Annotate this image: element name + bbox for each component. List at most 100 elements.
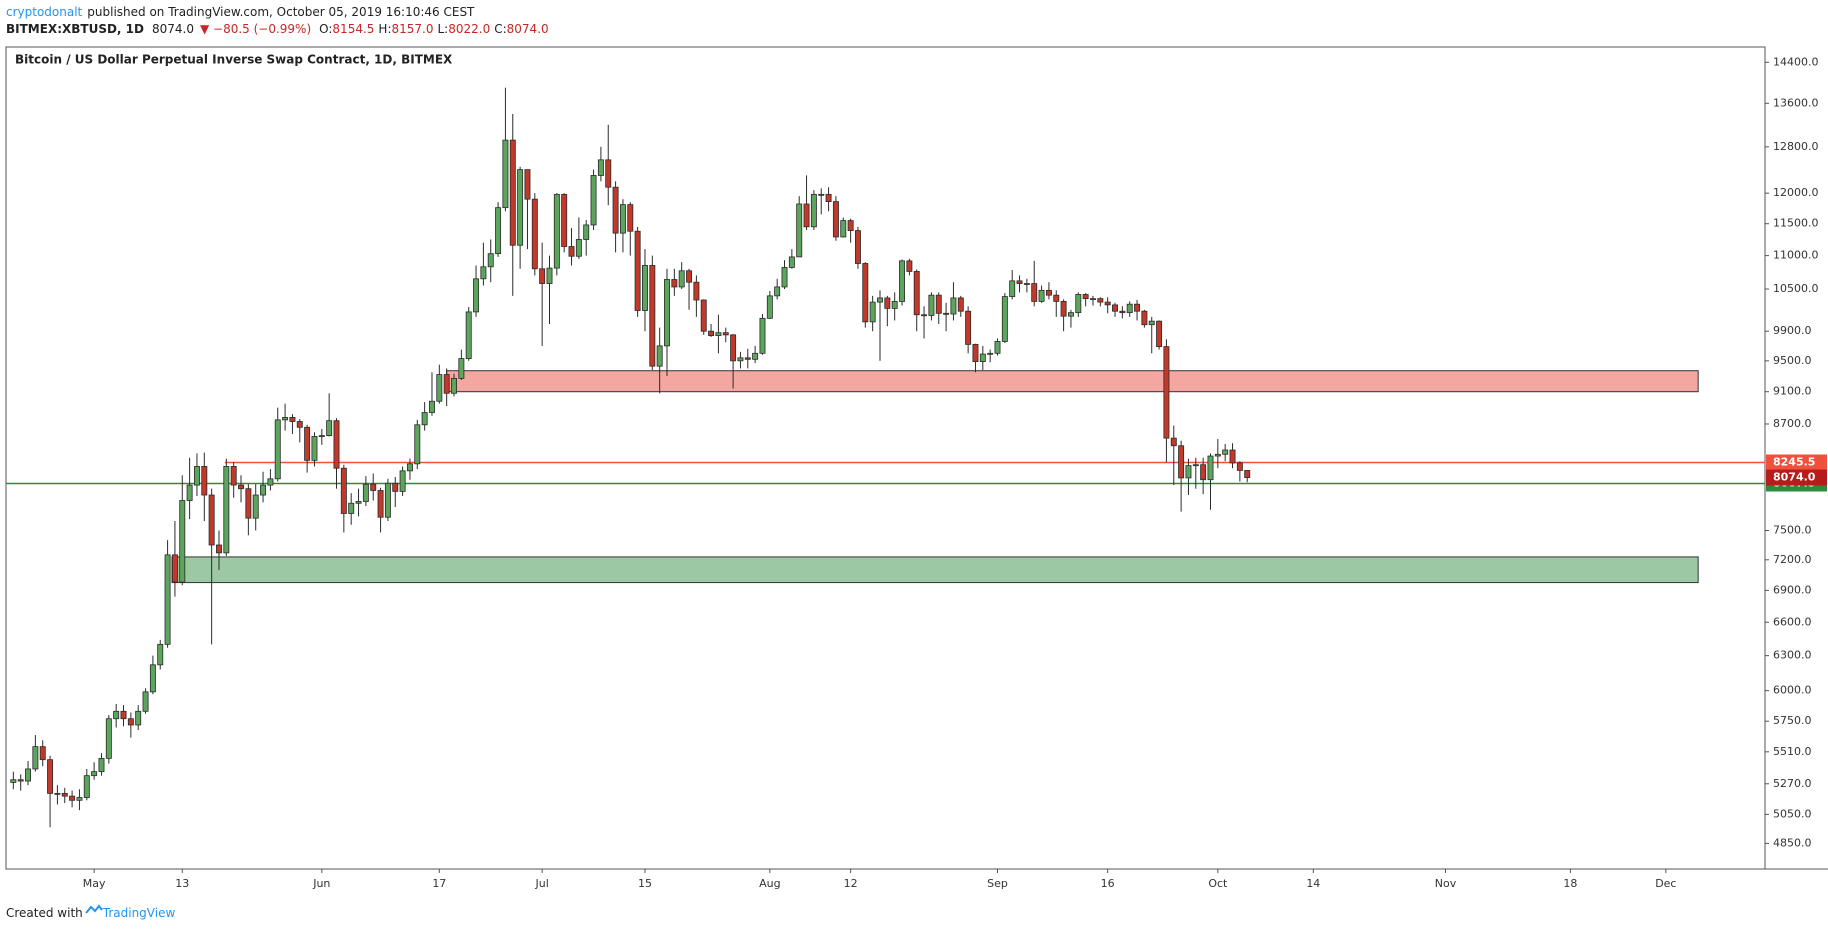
candle-body — [142, 691, 149, 712]
x-tick-label: 17 — [432, 877, 446, 890]
candle-body — [1200, 464, 1207, 481]
candle-body — [135, 710, 142, 726]
candle-body — [201, 466, 208, 496]
y-tick-label: 6600.0 — [1773, 615, 1812, 628]
candle-body — [25, 768, 32, 782]
candle-body — [289, 417, 296, 422]
candle-body — [61, 792, 68, 797]
candle-body — [362, 483, 369, 502]
change: ▼ −80.5 (−0.99%) — [200, 22, 311, 36]
candle-body — [664, 279, 670, 347]
y-tick-label: 11000.0 — [1773, 249, 1819, 262]
y-tick-label: 9500.0 — [1773, 354, 1812, 367]
candle-body — [216, 544, 222, 554]
candle-body — [465, 311, 472, 359]
candle-body — [752, 352, 759, 360]
y-tick-label: 5750.0 — [1773, 714, 1812, 727]
candle-body — [575, 239, 582, 257]
candle-body — [495, 207, 502, 255]
candle-body — [429, 400, 435, 413]
y-tick-label: 6900.0 — [1773, 583, 1812, 596]
candle-body — [1244, 470, 1251, 478]
symbol: BITMEX:XBTUSD, 1D — [6, 22, 144, 36]
candle-body — [17, 779, 24, 782]
candle-body — [796, 203, 803, 258]
candle-body — [193, 466, 200, 486]
candle-body — [451, 378, 457, 394]
candle-body — [10, 779, 17, 783]
candle-body — [671, 279, 678, 288]
candle-body — [1148, 320, 1155, 326]
candle-body — [678, 270, 685, 288]
candle-body — [553, 193, 560, 269]
quote-value: 8154.5 — [332, 22, 374, 36]
candle-body — [965, 310, 972, 345]
candle-body — [1023, 283, 1030, 285]
candle-body — [164, 554, 171, 645]
candle-body — [1134, 303, 1141, 312]
candle-body — [274, 419, 281, 480]
candle-body — [913, 271, 920, 316]
candle-body — [157, 643, 164, 666]
candle-body — [810, 193, 817, 228]
quote-value: 8157.0 — [392, 22, 434, 36]
candle-body — [862, 263, 869, 323]
candle-body — [869, 301, 876, 323]
candle-body — [1097, 298, 1104, 303]
zone — [446, 370, 1699, 393]
candle-body — [825, 193, 832, 202]
brand[interactable]: TradingView — [102, 906, 176, 920]
candle-body — [818, 193, 825, 196]
candle-body — [935, 294, 942, 314]
price-tag — [1766, 454, 1827, 471]
candle-body — [1192, 464, 1199, 467]
x-tick-label: Nov — [1435, 877, 1457, 890]
author[interactable]: cryptodonalt — [6, 5, 83, 19]
candle-body — [531, 198, 538, 270]
y-tick-label: 13600.0 — [1773, 96, 1819, 109]
candle-body — [377, 490, 384, 518]
candle-body — [1060, 301, 1067, 317]
candle-body — [854, 230, 861, 264]
candle-body — [590, 175, 597, 226]
y-tick-label: 7500.0 — [1773, 524, 1812, 537]
header-line: cryptodonalt published on TradingView.com… — [6, 5, 475, 19]
candle-body — [223, 466, 230, 554]
candle-body — [318, 435, 325, 438]
x-tick-label: 15 — [638, 877, 652, 890]
price-tag-label: 8245.5 — [1773, 455, 1815, 468]
candle-body — [282, 417, 289, 421]
candle-body — [766, 295, 773, 319]
candle-body — [619, 204, 626, 234]
zone — [171, 556, 1699, 584]
candle-body — [443, 374, 450, 394]
candle-body — [539, 268, 546, 284]
y-tick-label: 6300.0 — [1773, 649, 1812, 662]
candle-body — [1082, 294, 1089, 300]
quote-key: C: — [494, 22, 506, 36]
candle-body — [304, 426, 311, 461]
candle-body — [1156, 320, 1163, 348]
quote-value: 8074.0 — [507, 22, 549, 36]
candle-body — [252, 494, 259, 519]
candle-body — [105, 718, 112, 759]
candle-body — [333, 420, 340, 469]
candle-body — [1045, 289, 1052, 296]
y-tick-label: 8700.0 — [1773, 417, 1812, 430]
x-tick-label: Dec — [1655, 877, 1676, 890]
candle-body — [326, 420, 333, 437]
y-tick-label: 10500.0 — [1773, 282, 1819, 295]
candle-body — [245, 488, 252, 519]
candle-body — [69, 795, 76, 801]
candle-body — [605, 159, 612, 188]
candle-body — [715, 332, 722, 336]
candle-body — [1222, 449, 1229, 455]
plot — [6, 87, 1765, 828]
candle-body — [1214, 453, 1221, 457]
candle-body — [1090, 298, 1096, 301]
y-tick-label: 5270.0 — [1773, 777, 1812, 790]
candle-body — [355, 501, 362, 504]
candle-body — [877, 297, 883, 303]
candle-body — [568, 246, 575, 257]
candle-body — [311, 436, 318, 461]
